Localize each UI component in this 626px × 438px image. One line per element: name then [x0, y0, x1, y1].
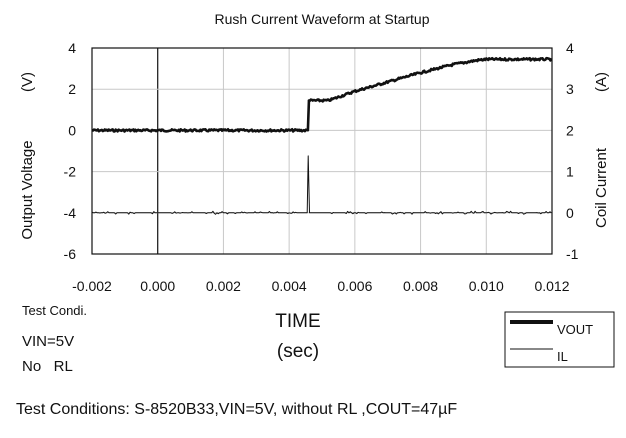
y-right-unit: (A): [593, 72, 610, 92]
test-condi-heading: Test Condi.: [22, 303, 87, 318]
y-right-tick-label: 1: [566, 164, 574, 180]
chart-title: Rush Current Waveform at Startup: [214, 11, 429, 27]
series-line-il: [91, 155, 552, 215]
x-tick-label: 0.012: [534, 278, 569, 294]
x-label: TIME: [275, 311, 320, 332]
y-right-tick-label: 0: [566, 205, 574, 221]
plot-frame: [91, 47, 553, 255]
y-right-tick-label: 3: [566, 81, 574, 97]
x-tick-label: 0.002: [206, 278, 241, 294]
x-tick-label: 0.000: [140, 278, 175, 294]
x-tick-label: 0.006: [337, 278, 372, 294]
x-tick-labels: -0.002 0.000 0.002 0.004 0.006 0.008 0.010 0.01…: [72, 278, 570, 294]
y-right-tick-labels: 4 3 2 1 0 -1: [566, 40, 579, 262]
x-tick-label: 0.004: [272, 278, 307, 294]
x-label-unit: (sec): [277, 341, 319, 362]
grid: [92, 48, 552, 254]
legend: VOUT IL: [504, 311, 615, 368]
x-tick-label: 0.010: [469, 278, 504, 294]
y-left-tick-label: 2: [68, 81, 76, 97]
test-condi-vin: VIN=5V: [22, 333, 74, 350]
y-left-tick-label: 4: [68, 40, 76, 56]
x-tick-label: -0.002: [72, 278, 112, 294]
y-right-tick-label: -1: [566, 246, 579, 262]
y-left-tick-label: -4: [64, 205, 77, 221]
footer-test-conditions: Test Conditions: S-8520B33,VIN=5V, witho…: [16, 401, 457, 418]
y-right-label: Coil Current: [593, 147, 610, 228]
y-left-tick-label: 0: [68, 122, 76, 138]
legend-label-vout: VOUT: [557, 322, 593, 337]
y-left-tick-labels: 4 2 0 -2 -4 -6: [64, 40, 77, 262]
y-right-tick-label: 4: [566, 40, 574, 56]
y-left-label: Output Voltage: [19, 140, 36, 239]
y-left-tick-label: -6: [64, 246, 77, 262]
test-condi-rl: No RL: [22, 358, 73, 375]
y-right-tick-label: 2: [566, 122, 574, 138]
series-line-vout: [91, 56, 553, 133]
y-left-unit: (V): [19, 72, 36, 92]
series-group: [91, 56, 553, 215]
legend-label-il: IL: [557, 349, 568, 364]
x-tick-label: 0.008: [403, 278, 438, 294]
y-left-tick-label: -2: [64, 164, 77, 180]
